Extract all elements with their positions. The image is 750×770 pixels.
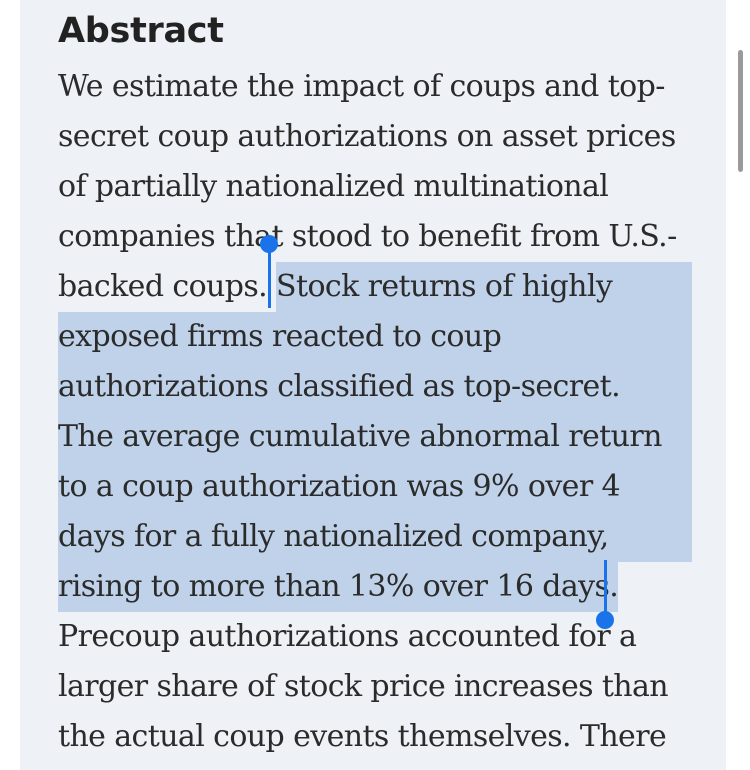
scrollbar[interactable] [738, 50, 743, 172]
abstract-heading: Abstract [58, 11, 224, 51]
abstract-line: We estimate the impact of coups and top- [58, 62, 692, 112]
abstract-line: of partially nationalized multinational [58, 162, 692, 212]
abstract-line: The average cumulative abnormal return [58, 412, 692, 462]
abstract-text: of partially nationalized multinational [58, 169, 609, 204]
selected-text: exposed firms reacted to coup [58, 319, 502, 354]
abstract-line: backed coups. Stock returns of highly [58, 262, 693, 312]
abstract-text: Precoup authorizations accounted for a [58, 619, 637, 654]
selected-text: days for a fully nationalized company, [58, 519, 609, 554]
abstract-text: backed coups. [58, 269, 277, 304]
abstract-text: We estimate the impact of coups and top- [58, 69, 665, 104]
selected-text: rising to more than 13% over 16 days. [58, 569, 619, 604]
abstract-text: companies that stood to benefit from U.S… [58, 219, 677, 254]
selected-text: to a coup authorization was 9% over 4 [58, 469, 621, 504]
abstract-line: exposed firms reacted to coup [58, 312, 692, 362]
selection-start-knob-icon[interactable] [260, 235, 278, 253]
selection-end-knob-icon[interactable] [596, 611, 614, 629]
abstract-line: the actual coup events themselves. There [58, 712, 692, 762]
abstract-line: authorizations classified as top-secret. [58, 362, 692, 412]
abstract-line: companies that stood to benefit from U.S… [58, 212, 692, 262]
abstract-line: days for a fully nationalized company, [58, 512, 692, 562]
abstract-line: to a coup authorization was 9% over 4 [58, 462, 692, 512]
selection-end-stem [604, 560, 607, 615]
selected-text: The average cumulative abnormal return [58, 419, 662, 454]
selection-start-stem [268, 248, 271, 308]
abstract-text: the actual coup events themselves. There [58, 719, 667, 754]
abstract-line: Precoup authorizations accounted for a [58, 612, 692, 662]
abstract-line: secret coup authorizations on asset pric… [58, 112, 692, 162]
abstract-text: larger share of stock price increases th… [58, 669, 669, 704]
abstract-line: rising to more than 13% over 16 days. [58, 562, 619, 612]
abstract-line: larger share of stock price increases th… [58, 662, 692, 712]
selected-text: Stock returns of highly [276, 262, 693, 312]
abstract-text: secret coup authorizations on asset pric… [58, 119, 676, 154]
selected-text: authorizations classified as top-secret. [58, 369, 621, 404]
